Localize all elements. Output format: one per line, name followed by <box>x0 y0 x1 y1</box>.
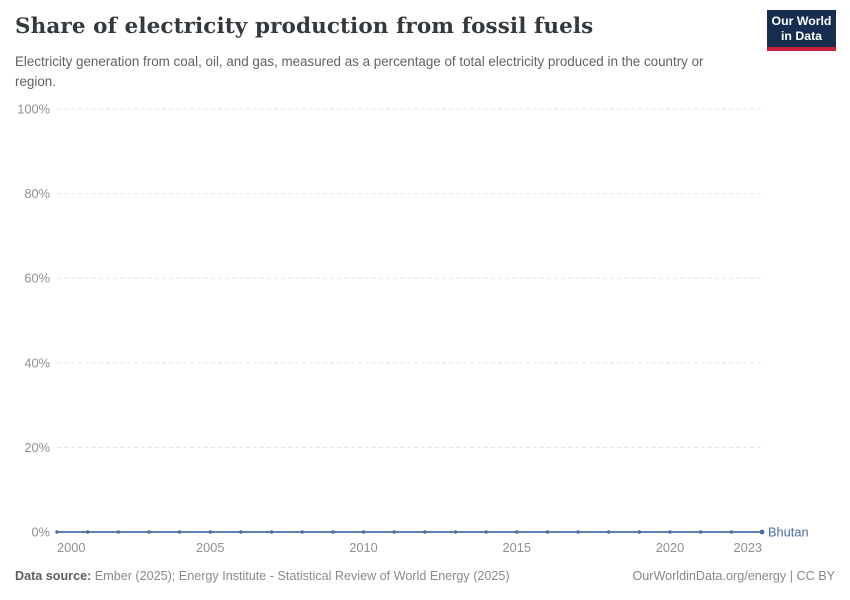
data-point <box>116 530 121 534</box>
data-point <box>698 530 703 534</box>
data-point <box>453 530 458 534</box>
data-point <box>361 530 366 534</box>
data-point <box>239 530 243 534</box>
credit: OurWorldinData.org/energy | CC BY <box>632 569 835 583</box>
y-axis-tick-label: 60% <box>24 271 50 286</box>
page-title: Share of electricity production from fos… <box>15 14 594 39</box>
chart-subtitle: Electricity generation from coal, oil, a… <box>15 54 704 89</box>
data-point <box>269 530 274 534</box>
owid-logo-line2: in Data <box>781 28 822 43</box>
series-entity-label[interactable]: Bhutan <box>768 525 809 540</box>
data-point <box>85 530 90 534</box>
data-point <box>545 530 550 534</box>
data-point <box>392 530 396 534</box>
data-point <box>515 530 519 534</box>
y-axis-tick-label: 40% <box>24 355 50 370</box>
data-source-text: Ember (2025); Energy Institute - Statist… <box>94 569 510 583</box>
data-point <box>576 530 580 534</box>
data-point <box>208 530 212 534</box>
x-axis-tick-label: 2010 <box>349 540 377 555</box>
data-source-label: Data source: <box>15 569 92 583</box>
data-point <box>300 530 304 534</box>
data-point <box>759 529 765 535</box>
x-axis-tick-label: 2015 <box>503 540 531 555</box>
data-point <box>177 530 182 534</box>
data-point <box>147 530 151 534</box>
data-point <box>484 530 488 534</box>
y-axis-tick-label: 100% <box>17 102 50 117</box>
chart-footer: Data source: Ember (2025); Energy Instit… <box>15 569 835 583</box>
owid-logo[interactable]: Our World in Data <box>767 10 836 51</box>
owid-logo-line1: Our World <box>771 14 832 28</box>
data-point <box>729 530 734 534</box>
x-axis-tick-label: 2000 <box>57 540 85 555</box>
credit-divider: | <box>786 569 797 583</box>
y-axis-tick-label: 80% <box>24 186 50 201</box>
data-source: Data source: Ember (2025); Energy Instit… <box>15 569 510 583</box>
y-axis-tick-label: 0% <box>32 525 51 540</box>
x-axis-tick-label: 2023 <box>734 540 762 555</box>
y-axis-tick-label: 20% <box>24 440 50 455</box>
data-point <box>423 530 427 534</box>
credit-url-link[interactable]: OurWorldinData.org/energy <box>632 569 787 583</box>
data-point <box>607 530 611 534</box>
line-chart: 0% 20% 40% 60% 80% 100% 2000 2005 2010 2015 2020 20… <box>17 102 809 556</box>
data-point <box>331 530 335 534</box>
data-point <box>55 530 59 534</box>
data-point <box>637 530 642 534</box>
credit-license-link[interactable]: CC BY <box>796 569 836 583</box>
x-axis-tick-label: 2020 <box>656 540 684 555</box>
data-point <box>668 530 672 534</box>
x-axis-tick-label: 2005 <box>196 540 224 555</box>
